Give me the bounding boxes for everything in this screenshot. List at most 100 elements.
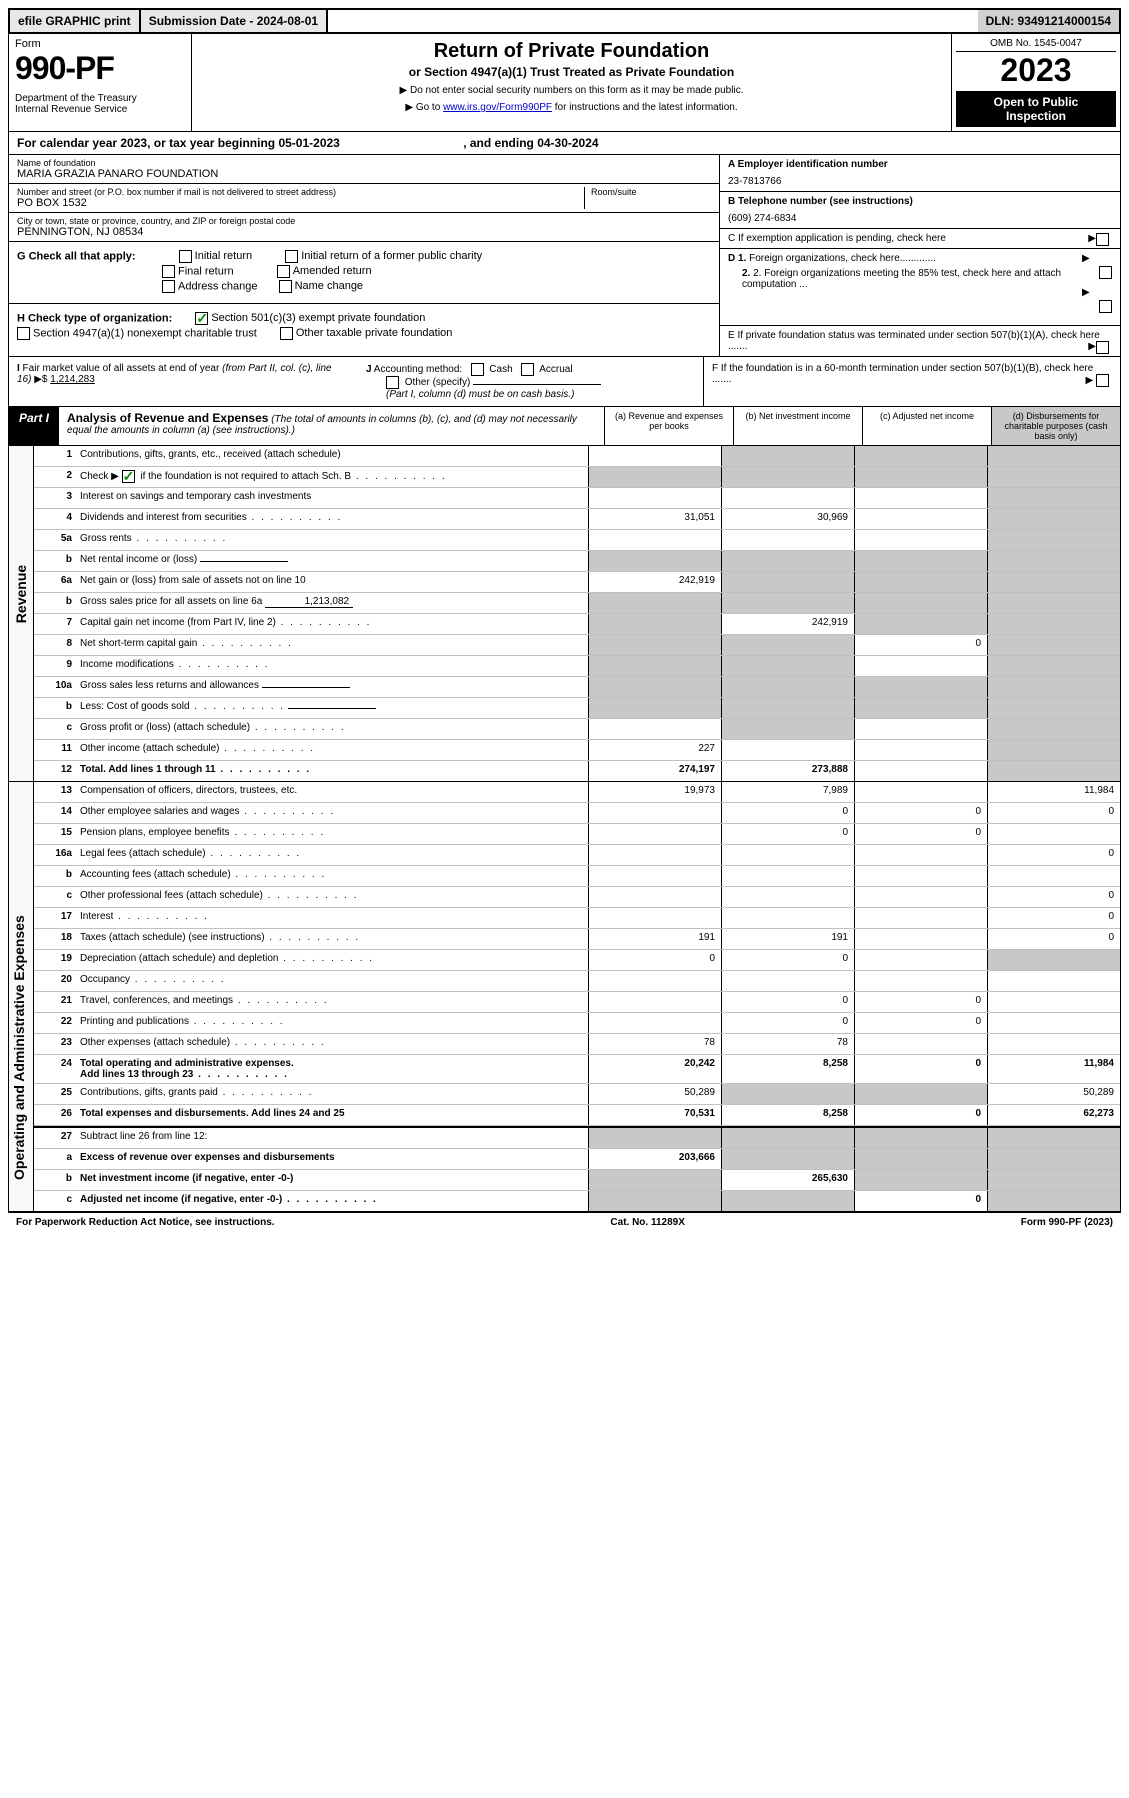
row-5b: bNet rental income or (loss) [34, 551, 1120, 572]
row-6a: 6aNet gain or (loss) from sale of assets… [34, 572, 1120, 593]
row-4: 4Dividends and interest from securities3… [34, 509, 1120, 530]
checkbox-schb[interactable] [122, 470, 135, 483]
checkbox-c[interactable] [1096, 233, 1109, 246]
top-bar: efile GRAPHIC print Submission Date - 20… [8, 8, 1121, 34]
row-15: 15Pension plans, employee benefits00 [34, 824, 1120, 845]
checkbox-initial-former[interactable] [285, 250, 298, 263]
open-public: Open to PublicInspection [956, 91, 1116, 127]
row-27: 27Subtract line 26 from line 12: [34, 1126, 1120, 1149]
row-22: 22Printing and publications00 [34, 1013, 1120, 1034]
checkbox-amended[interactable] [277, 265, 290, 278]
lower-checks: I Fair market value of all assets at end… [8, 357, 1121, 407]
calendar-year-row: For calendar year 2023, or tax year begi… [8, 132, 1121, 155]
row-16b: bAccounting fees (attach schedule) [34, 866, 1120, 887]
row-26: 26Total expenses and disbursements. Add … [34, 1105, 1120, 1126]
row-5a: 5aGross rents [34, 530, 1120, 551]
revenue-vert: Revenue [9, 446, 34, 781]
row-21: 21Travel, conferences, and meetings00 [34, 992, 1120, 1013]
row-10c: cGross profit or (loss) (attach schedule… [34, 719, 1120, 740]
checkbox-e[interactable] [1096, 341, 1109, 354]
h-section: H Check type of organization: Section 50… [9, 304, 719, 350]
name-row: Name of foundation MARIA GRAZIA PANARO F… [9, 155, 719, 184]
row-7: 7Capital gain net income (from Part IV, … [34, 614, 1120, 635]
col-headers: (a) Revenue and expenses per books (b) N… [604, 407, 1120, 445]
checkbox-f[interactable] [1096, 374, 1109, 387]
row-27a: aExcess of revenue over expenses and dis… [34, 1149, 1120, 1170]
checkbox-accrual[interactable] [521, 363, 534, 376]
opex-table: Operating and Administrative Expenses 13… [8, 782, 1121, 1212]
header-right: OMB No. 1545-0047 2023 Open to PublicIns… [951, 34, 1120, 131]
form-note2: ▶ Go to www.irs.gov/Form990PF for instru… [198, 102, 945, 113]
checkbox-initial[interactable] [179, 250, 192, 263]
form-header: Form 990-PF Department of the TreasuryIn… [8, 34, 1121, 132]
row-10a: 10aGross sales less returns and allowanc… [34, 677, 1120, 698]
row-2: 2Check ▶ if the foundation is not requir… [34, 467, 1120, 488]
col-d-header: (d) Disbursements for charitable purpose… [991, 407, 1120, 445]
part1-header: Part I Analysis of Revenue and Expenses … [8, 407, 1121, 446]
row-27c: cAdjusted net income (if negative, enter… [34, 1191, 1120, 1211]
footer-left: For Paperwork Reduction Act Notice, see … [16, 1217, 275, 1228]
row-27b: bNet investment income (if negative, ent… [34, 1170, 1120, 1191]
checkbox-final[interactable] [162, 265, 175, 278]
header-center: Return of Private Foundation or Section … [192, 34, 951, 131]
checkbox-other-acct[interactable] [386, 376, 399, 389]
checkbox-4947[interactable] [17, 327, 30, 340]
revenue-rows: 1Contributions, gifts, grants, etc., rec… [34, 446, 1120, 781]
checkbox-d1[interactable] [1099, 266, 1112, 279]
checkbox-name[interactable] [279, 280, 292, 293]
row-14: 14Other employee salaries and wages000 [34, 803, 1120, 824]
submission-btn[interactable]: Submission Date - 2024-08-01 [141, 10, 328, 32]
row-6b: bGross sales price for all assets on lin… [34, 593, 1120, 614]
d-box: D 1. Foreign organizations, check here..… [720, 249, 1120, 326]
footer: For Paperwork Reduction Act Notice, see … [8, 1212, 1121, 1232]
row-19: 19Depreciation (attach schedule) and dep… [34, 950, 1120, 971]
col-c-header: (c) Adjusted net income [862, 407, 991, 445]
row-24: 24Total operating and administrative exp… [34, 1055, 1120, 1084]
c-box: C If exemption application is pending, c… [720, 229, 1120, 249]
row-12: 12Total. Add lines 1 through 11274,19727… [34, 761, 1120, 781]
row-10b: bLess: Cost of goods sold [34, 698, 1120, 719]
checkbox-d2[interactable] [1099, 300, 1112, 313]
checkbox-501c3[interactable] [195, 312, 208, 325]
i-j-section: I Fair market value of all assets at end… [9, 357, 703, 406]
phone-box: B Telephone number (see instructions) (6… [720, 192, 1120, 229]
footer-right: Form 990-PF (2023) [1021, 1217, 1113, 1228]
row-3: 3Interest on savings and temporary cash … [34, 488, 1120, 509]
row-25: 25Contributions, gifts, grants paid50,28… [34, 1084, 1120, 1105]
form-title: Return of Private Foundation [198, 40, 945, 63]
row-23: 23Other expenses (attach schedule)7878 [34, 1034, 1120, 1055]
col-a-header: (a) Revenue and expenses per books [604, 407, 733, 445]
checkbox-address[interactable] [162, 280, 175, 293]
col-b-header: (b) Net investment income [733, 407, 862, 445]
info-right: A Employer identification number 23-7813… [719, 155, 1120, 356]
row-1: 1Contributions, gifts, grants, etc., rec… [34, 446, 1120, 467]
header-left: Form 990-PF Department of the TreasuryIn… [9, 34, 192, 131]
checkbox-other-tax[interactable] [280, 327, 293, 340]
irs-link[interactable]: www.irs.gov/Form990PF [443, 102, 552, 113]
g-section: G Check all that apply: Initial return I… [9, 242, 719, 304]
checkbox-cash[interactable] [471, 363, 484, 376]
row-17: 17Interest0 [34, 908, 1120, 929]
info-block: Name of foundation MARIA GRAZIA PANARO F… [8, 155, 1121, 357]
ein-box: A Employer identification number 23-7813… [720, 155, 1120, 192]
revenue-table: Revenue 1Contributions, gifts, grants, e… [8, 446, 1121, 782]
form-label: Form [15, 38, 185, 50]
row-16c: cOther professional fees (attach schedul… [34, 887, 1120, 908]
tax-year: 2023 [956, 52, 1116, 89]
footer-mid: Cat. No. 11289X [610, 1217, 684, 1228]
row-9: 9Income modifications [34, 656, 1120, 677]
city-row: City or town, state or province, country… [9, 213, 719, 242]
addr-row: Number and street (or P.O. box number if… [9, 184, 719, 213]
form-subtitle: or Section 4947(a)(1) Trust Treated as P… [198, 65, 945, 79]
f-box: F If the foundation is in a 60-month ter… [703, 357, 1120, 406]
row-18: 18Taxes (attach schedule) (see instructi… [34, 929, 1120, 950]
e-box: E If private foundation status was termi… [720, 326, 1120, 356]
opex-vert: Operating and Administrative Expenses [9, 782, 34, 1211]
part1-title: Analysis of Revenue and Expenses (The to… [59, 407, 604, 445]
opex-rows: 13Compensation of officers, directors, t… [34, 782, 1120, 1211]
efile-btn[interactable]: efile GRAPHIC print [10, 10, 141, 32]
info-left: Name of foundation MARIA GRAZIA PANARO F… [9, 155, 719, 356]
row-13: 13Compensation of officers, directors, t… [34, 782, 1120, 803]
row-11: 11Other income (attach schedule)227 [34, 740, 1120, 761]
part1-label: Part I [9, 407, 59, 445]
